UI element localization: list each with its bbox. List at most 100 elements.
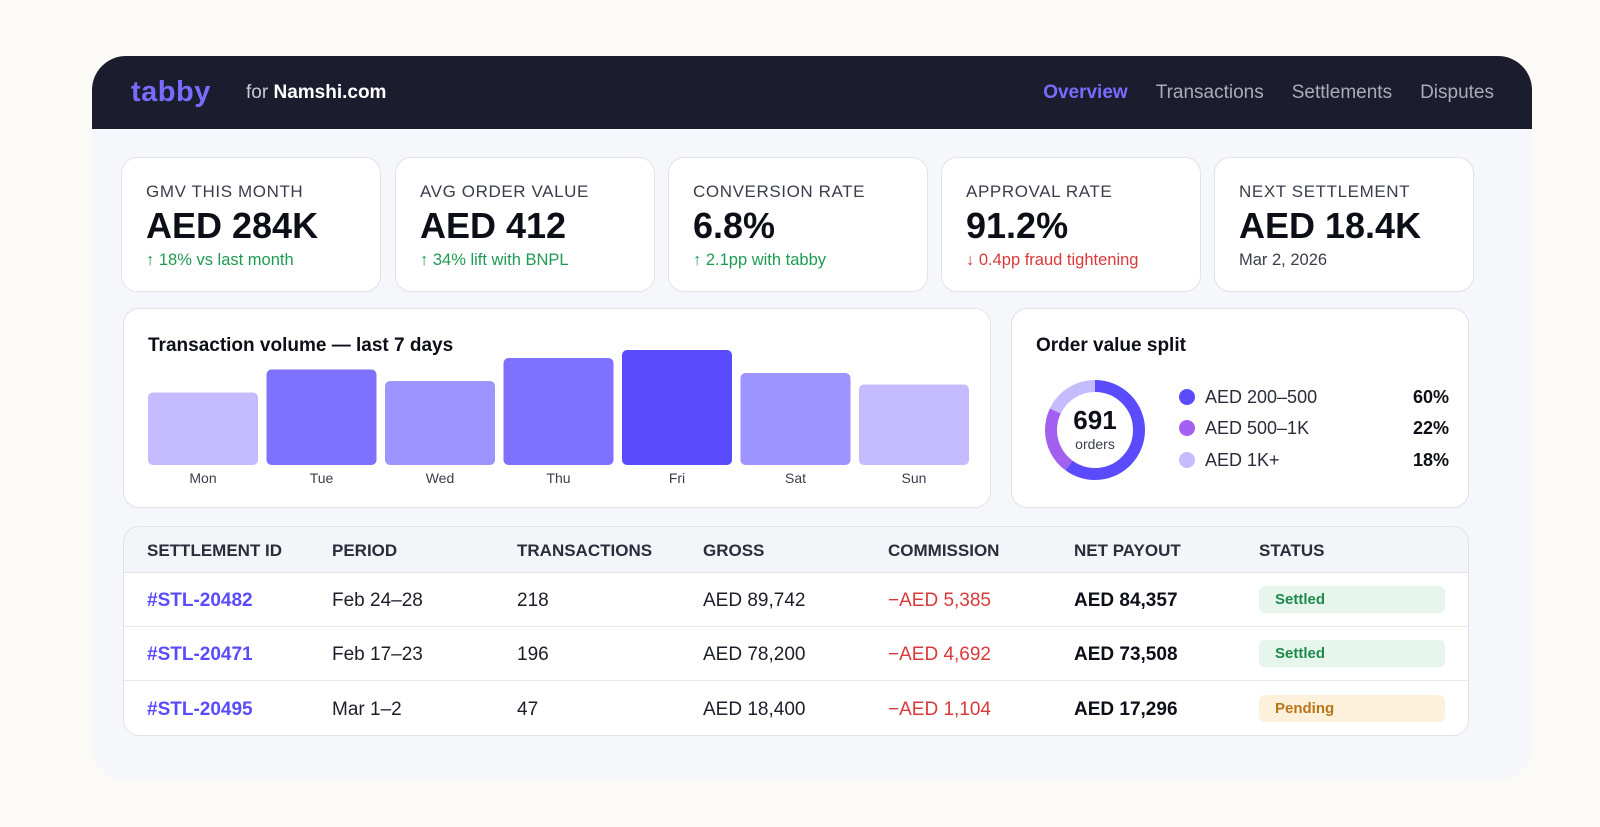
- net-payout-cell: AED 17,296: [1074, 699, 1178, 720]
- legend-value: 18%: [1412, 450, 1449, 470]
- commission-cell: −AED 1,104: [888, 699, 991, 720]
- nav-settlements[interactable]: Settlements: [1291, 82, 1393, 103]
- status-badge: Settled: [1259, 586, 1445, 613]
- period-cell: Feb 17–23: [332, 644, 423, 665]
- bar-chart: Mon Tue Wed Thu Fri Sat Sun: [148, 350, 969, 486]
- kpi-note-text: 18% vs last month: [158, 251, 294, 269]
- merchant-name: Namshi.com: [273, 82, 387, 103]
- column-header: GROSS: [703, 541, 765, 560]
- net-payout-cell: AED 73,508: [1074, 644, 1178, 665]
- net-payout-cell: AED 84,357: [1074, 590, 1178, 611]
- legend-dot: [1179, 452, 1195, 468]
- bar-chart-title: Transaction volume — last 7 days: [148, 335, 454, 356]
- order-value-split-card: Order value split 691 orders AED 200–500…: [1011, 308, 1469, 508]
- bar-wed[interactable]: [385, 381, 495, 465]
- donut-svg: [1045, 380, 1145, 480]
- kpi-note-text: 34% lift with BNPL: [432, 251, 569, 269]
- donut-center-label: orders: [1075, 436, 1115, 452]
- donut-slice-1[interactable]: [1045, 380, 1145, 480]
- column-header: STATUS: [1259, 541, 1325, 560]
- column-header: NET PAYOUT: [1074, 541, 1181, 560]
- merchant-label: for Namshi.com: [246, 82, 386, 104]
- status-badge: Pending: [1259, 695, 1445, 722]
- kpi-note: ↑ 18% vs last month: [146, 251, 294, 270]
- transactions-cell: 47: [517, 699, 539, 720]
- arrow-up-icon: ↑: [146, 251, 155, 269]
- bar-thu[interactable]: [503, 358, 614, 465]
- table-row[interactable]: #STL-20495 Mar 1–2 47 AED 18,400 −AED 1,…: [124, 682, 1468, 735]
- donut-chart: 691 orders: [1042, 377, 1148, 483]
- column-header: PERIOD: [332, 541, 398, 560]
- kpi-value: 6.8%: [693, 205, 776, 246]
- x-tick-label: Fri: [669, 470, 685, 486]
- kpi-label: CONVERSION RATE: [693, 182, 866, 201]
- kpi-label: AVG ORDER VALUE: [420, 182, 589, 201]
- x-tick-label: Sun: [902, 470, 927, 486]
- nav-overview[interactable]: Overview: [1043, 82, 1128, 103]
- settlement-id-link[interactable]: #STL-20471: [147, 644, 253, 665]
- status-badge: Settled: [1259, 640, 1445, 667]
- kpi-note-text: Mar 2, 2026: [1239, 251, 1328, 269]
- kpi-note: ↑ 2.1pp with tabby: [693, 251, 826, 270]
- transaction-volume-card: Transaction volume — last 7 days Mon Tue W…: [123, 308, 991, 508]
- period-cell: Mar 1–2: [332, 699, 402, 720]
- x-tick-label: Tue: [310, 470, 334, 486]
- legend-dot: [1179, 420, 1195, 436]
- tabby-logo[interactable]: tabby: [131, 76, 211, 108]
- donut-center-value: 691: [1073, 405, 1117, 435]
- kpi-value: AED 284K: [146, 205, 319, 246]
- nav-transactions[interactable]: Transactions: [1155, 82, 1264, 103]
- arrow-up-icon: ↑: [693, 251, 702, 269]
- kpi-note: ↓ 0.4pp fraud tightening: [966, 251, 1138, 270]
- kpi-label: GMV THIS MONTH: [146, 182, 304, 201]
- kpi-value: AED 412: [420, 205, 567, 246]
- arrow-up-icon: ↑: [420, 251, 429, 269]
- bar-fri[interactable]: [622, 350, 732, 465]
- gross-cell: AED 78,200: [703, 644, 806, 665]
- column-header: COMMISSION: [888, 541, 1000, 560]
- x-tick-label: Sat: [785, 470, 806, 486]
- legend-item: AED 200–500 60%: [1179, 386, 1449, 408]
- kpi-card-conversion: CONVERSION RATE 6.8% ↑ 2.1pp with tabby: [668, 157, 928, 292]
- period-cell: Feb 24–28: [332, 590, 423, 611]
- main-nav: Overview Transactions Settlements Disput…: [1043, 82, 1494, 104]
- legend-name: AED 1K+: [1205, 450, 1280, 470]
- kpi-note-text: 0.4pp fraud tightening: [978, 251, 1139, 269]
- gross-cell: AED 18,400: [703, 699, 806, 720]
- bar-sun[interactable]: [859, 384, 969, 466]
- kpi-label: NEXT SETTLEMENT: [1239, 182, 1411, 201]
- kpi-note: ↑ 34% lift with BNPL: [420, 251, 569, 270]
- legend-item: AED 500–1K 22%: [1179, 417, 1449, 439]
- kpi-card-gmv: GMV THIS MONTH AED 284K ↑ 18% vs last mo…: [121, 157, 381, 292]
- donut-chart-title: Order value split: [1036, 335, 1186, 356]
- kpi-card-approval: APPROVAL RATE 91.2% ↓ 0.4pp fraud tighte…: [941, 157, 1201, 292]
- legend-name: AED 200–500: [1205, 387, 1318, 407]
- settlement-id-link[interactable]: #STL-20495: [147, 699, 253, 720]
- legend-name: AED 500–1K: [1205, 418, 1310, 438]
- table-row[interactable]: #STL-20471 Feb 17–23 196 AED 78,200 −AED…: [124, 627, 1468, 681]
- transactions-cell: 218: [517, 590, 549, 611]
- arrow-down-icon: ↓: [966, 251, 975, 269]
- kpi-value: 91.2%: [966, 205, 1069, 246]
- legend-dot: [1179, 389, 1195, 405]
- bar-mon[interactable]: [148, 392, 258, 465]
- bar-sat[interactable]: [740, 373, 851, 465]
- settlement-id-link[interactable]: #STL-20482: [147, 590, 253, 611]
- kpi-note-text: 2.1pp with tabby: [705, 251, 827, 269]
- nav-disputes[interactable]: Disputes: [1420, 82, 1494, 103]
- settlements-table: SETTLEMENT ID PERIOD TRANSACTIONS GROSS …: [123, 526, 1469, 736]
- bar-tue[interactable]: [266, 369, 377, 465]
- commission-cell: −AED 4,692: [888, 644, 991, 665]
- donut-slice-2[interactable]: [1045, 380, 1145, 480]
- transactions-cell: 196: [517, 644, 549, 665]
- kpi-card-aov: AVG ORDER VALUE AED 412 ↑ 34% lift with …: [395, 157, 655, 292]
- x-tick-label: Thu: [546, 470, 570, 486]
- kpi-value: AED 18.4K: [1239, 205, 1422, 246]
- dashboard-panel: tabby for Namshi.com Overview Transactio…: [92, 56, 1532, 781]
- x-tick-label: Wed: [426, 470, 455, 486]
- x-tick-label: Mon: [189, 470, 216, 486]
- legend-value: 60%: [1412, 387, 1449, 407]
- top-bar: tabby for Namshi.com Overview Transactio…: [92, 56, 1532, 129]
- for-prefix: for: [246, 82, 269, 103]
- table-row[interactable]: #STL-20482 Feb 24–28 218 AED 89,742 −AED…: [124, 573, 1468, 627]
